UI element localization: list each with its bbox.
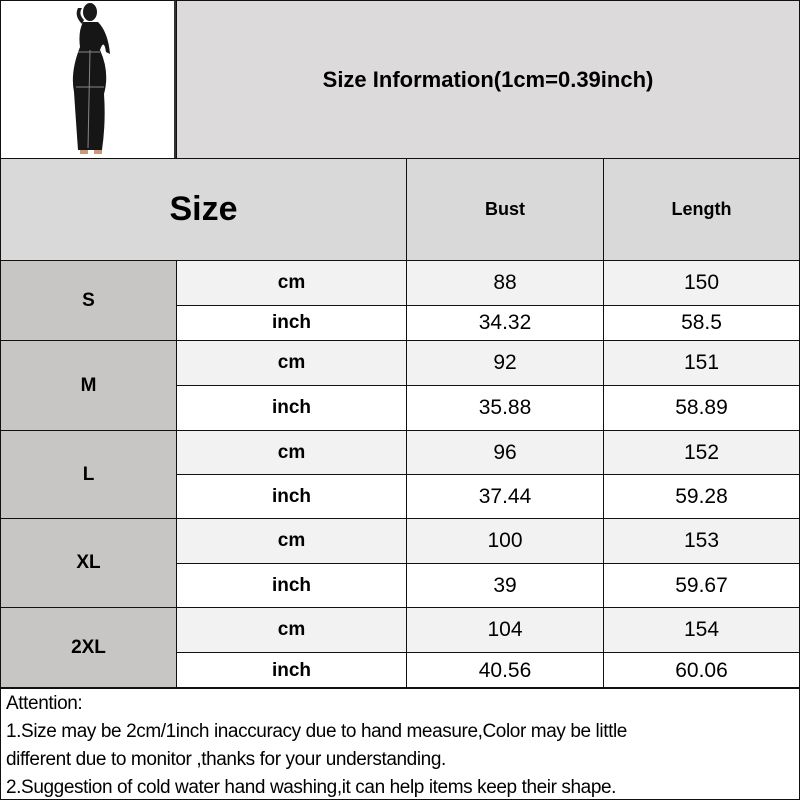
unit-label-cm: cm: [176, 260, 407, 306]
page-title: Size Information(1cm=0.39inch): [176, 0, 800, 159]
unit-label-cm: cm: [176, 340, 407, 386]
length-value-cm: 154: [603, 607, 800, 653]
unit-label-inch: inch: [176, 385, 407, 431]
length-value-inch: 58.5: [603, 305, 800, 341]
bust-value-cm: 88: [406, 260, 604, 306]
bust-value-cm: 92: [406, 340, 604, 386]
size-label: L: [0, 430, 177, 519]
header-length: Length: [603, 158, 800, 261]
unit-label-cm: cm: [176, 518, 407, 564]
product-photo: [0, 0, 177, 159]
unit-label-inch: inch: [176, 474, 407, 519]
length-value-inch: 59.67: [603, 563, 800, 608]
attention-line: 1.Size may be 2cm/1inch inaccuracy due t…: [6, 721, 627, 742]
size-label: XL: [0, 518, 177, 608]
attention-line: different due to monitor ,thanks for you…: [6, 749, 446, 770]
bust-value-inch: 40.56: [406, 652, 604, 689]
header-size: Size: [0, 158, 407, 261]
bust-value-cm: 104: [406, 607, 604, 653]
size-label: 2XL: [0, 607, 177, 689]
length-value-cm: 153: [603, 518, 800, 564]
unit-label-cm: cm: [176, 430, 407, 475]
size-label: M: [0, 340, 177, 431]
dress-model-image: [72, 3, 110, 154]
header-bust: Bust: [406, 158, 604, 261]
attention-line: 2.Suggestion of cold water hand washing,…: [6, 777, 617, 798]
unit-label-inch: inch: [176, 563, 407, 608]
bust-value-inch: 39: [406, 563, 604, 608]
attention-heading: Attention:: [6, 693, 83, 714]
bust-value-inch: 37.44: [406, 474, 604, 519]
length-value-inch: 60.06: [603, 652, 800, 689]
bust-value-cm: 100: [406, 518, 604, 564]
unit-label-cm: cm: [176, 607, 407, 653]
length-value-cm: 152: [603, 430, 800, 475]
length-value-cm: 151: [603, 340, 800, 386]
length-value-cm: 150: [603, 260, 800, 306]
length-value-inch: 58.89: [603, 385, 800, 431]
bust-value-inch: 34.32: [406, 305, 604, 341]
length-value-inch: 59.28: [603, 474, 800, 519]
unit-label-inch: inch: [176, 652, 407, 689]
bust-value-inch: 35.88: [406, 385, 604, 431]
unit-label-inch: inch: [176, 305, 407, 341]
attention-notes: Attention: 1.Size may be 2cm/1inch inacc…: [0, 687, 800, 800]
bust-value-cm: 96: [406, 430, 604, 475]
size-label: S: [0, 260, 177, 341]
